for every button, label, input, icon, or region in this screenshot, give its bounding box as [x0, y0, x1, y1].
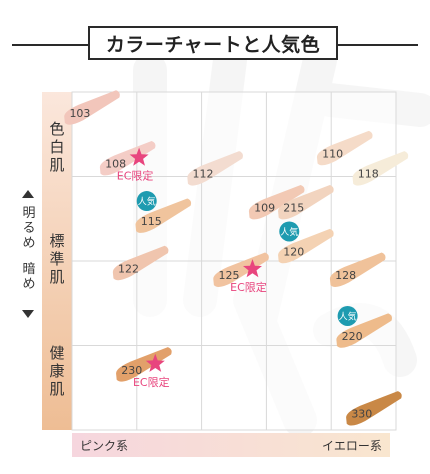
swatch-shape	[99, 141, 156, 176]
swatch-shape	[248, 184, 305, 220]
swatch-120	[278, 228, 334, 264]
swatch-125	[213, 252, 269, 287]
popular-badge-icon	[279, 221, 300, 242]
popular-badge-icon	[136, 191, 157, 212]
shade-label-330: 330	[351, 408, 372, 421]
ec-star-icon	[243, 259, 262, 278]
side-label-standard: 標準肌	[49, 232, 65, 286]
bottom-label-pink: ピンク系	[80, 439, 129, 453]
swatch-shape	[278, 228, 334, 264]
swatch-shape	[187, 151, 243, 186]
swatch-230	[116, 347, 172, 382]
swatch-shape	[112, 245, 169, 281]
swatch-115	[135, 198, 192, 233]
axis-label-darker: 暗め	[22, 262, 36, 292]
shade-label-120: 120	[283, 245, 304, 258]
shade-label-103: 103	[69, 107, 90, 120]
side-label-fair: 色白肌	[49, 120, 65, 174]
swatch-128	[329, 252, 386, 287]
chart-title: カラーチャートと人気色	[88, 26, 338, 60]
shade-label-122: 122	[118, 262, 139, 275]
swatch-shape	[316, 130, 373, 166]
shade-label-110: 110	[322, 147, 343, 160]
ec-star-icon	[145, 353, 165, 372]
shade-label-215: 215	[283, 202, 304, 215]
swatch-shape	[213, 252, 269, 287]
shade-label-115: 115	[141, 215, 162, 228]
popular-badge-text: 人気	[280, 226, 298, 238]
popular-badge-text: 人気	[138, 196, 156, 208]
ec-star-icon	[129, 147, 149, 166]
swatch-shape	[352, 151, 409, 186]
swatch-shape	[329, 252, 386, 287]
shade-label-112: 112	[193, 168, 214, 181]
swatch-220	[336, 313, 392, 348]
shade-label-109: 109	[254, 202, 275, 215]
swatch-shape	[116, 347, 172, 382]
shade-label-128: 128	[335, 269, 356, 282]
title-rule-left	[12, 44, 88, 46]
shade-label-118: 118	[358, 168, 379, 181]
arrow-up-icon	[22, 190, 34, 198]
side-label-tan: 健康肌	[49, 344, 65, 398]
swatch-110	[316, 130, 373, 166]
swatch-shape	[336, 313, 392, 348]
shade-label-220: 220	[342, 330, 363, 343]
arrow-down-icon	[22, 310, 34, 318]
swatch-shape	[278, 184, 334, 220]
ec-limited-text: EC限定	[117, 169, 154, 183]
title-rule-right	[338, 44, 418, 46]
swatch-shape	[64, 90, 120, 125]
swatch-112	[187, 151, 243, 186]
swatch-215	[278, 184, 334, 220]
swatch-103	[64, 90, 120, 125]
swatch-shape	[346, 391, 402, 426]
swatch-122	[112, 245, 169, 281]
shade-label-108: 108	[105, 158, 126, 171]
swatch-shape	[135, 198, 192, 233]
ec-limited-text: EC限定	[230, 280, 267, 294]
popular-badge-icon	[337, 305, 358, 326]
title-area: カラーチャートと人気色	[0, 26, 430, 62]
shade-label-230: 230	[121, 364, 142, 377]
hue-bar	[72, 433, 390, 457]
popular-badge-text: 人気	[339, 310, 357, 322]
shade-label-125: 125	[218, 269, 239, 282]
axis-label-lighter: 明るめ	[22, 206, 36, 251]
swatch-118	[352, 151, 409, 186]
swatch-108	[99, 141, 156, 176]
ec-limited-text: EC限定	[133, 375, 170, 389]
skin-tone-bar	[42, 92, 72, 430]
bottom-label-yellow: イエロー系	[322, 439, 382, 453]
swatch-330	[346, 391, 402, 426]
swatch-109	[248, 184, 305, 220]
